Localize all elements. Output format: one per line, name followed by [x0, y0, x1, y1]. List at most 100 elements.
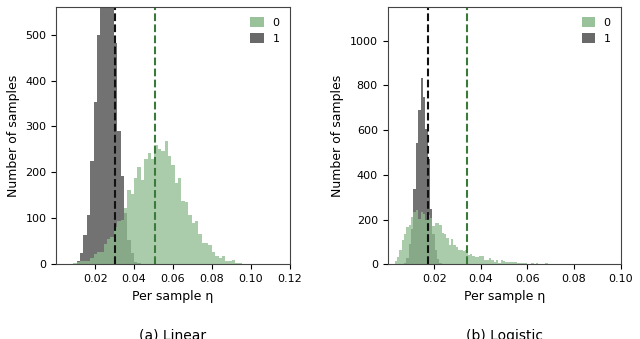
Bar	[202, 243, 205, 264]
Bar	[484, 260, 486, 264]
Bar	[508, 261, 510, 264]
Bar	[195, 221, 198, 264]
Bar	[191, 223, 195, 264]
Bar	[144, 159, 148, 264]
Bar	[80, 261, 83, 264]
Bar	[477, 257, 479, 264]
Bar	[70, 263, 73, 264]
Bar	[83, 235, 87, 264]
Bar	[447, 238, 449, 264]
Bar	[496, 260, 499, 264]
Bar	[418, 111, 420, 264]
Bar	[425, 220, 428, 264]
Bar	[185, 202, 188, 264]
Bar	[114, 43, 117, 264]
Bar	[503, 261, 506, 264]
Bar	[418, 219, 420, 264]
Bar	[164, 141, 168, 264]
Bar	[406, 258, 409, 264]
Bar	[70, 263, 73, 264]
Bar	[404, 263, 406, 264]
Bar	[423, 97, 425, 264]
Bar	[437, 259, 439, 264]
Bar	[420, 212, 423, 264]
Bar	[531, 263, 534, 264]
Bar	[500, 260, 503, 264]
Bar	[134, 262, 138, 264]
Bar	[430, 218, 432, 264]
Bar	[120, 220, 124, 264]
Bar	[148, 153, 151, 264]
Bar	[239, 263, 243, 264]
Bar	[141, 180, 144, 264]
Bar	[87, 215, 90, 264]
Bar	[157, 149, 161, 264]
Bar	[93, 254, 97, 264]
Bar	[107, 0, 111, 264]
Bar	[499, 263, 500, 264]
Bar	[188, 215, 191, 264]
Bar	[472, 256, 475, 264]
Bar	[548, 263, 550, 264]
Bar	[73, 263, 77, 264]
Bar	[87, 261, 90, 264]
Bar	[111, 2, 114, 264]
Bar	[104, 244, 107, 264]
Bar	[517, 263, 520, 264]
Bar	[73, 263, 77, 264]
Legend: 0, 1: 0, 1	[577, 13, 615, 48]
Bar	[212, 252, 215, 264]
Bar	[402, 240, 404, 264]
Bar	[409, 244, 411, 264]
Bar	[437, 223, 439, 264]
Bar	[430, 209, 432, 264]
Bar	[93, 102, 97, 264]
X-axis label: Per sample η: Per sample η	[132, 290, 214, 303]
Bar	[77, 262, 80, 264]
Bar	[491, 260, 493, 264]
Bar	[228, 261, 232, 264]
Bar	[439, 263, 442, 264]
Bar	[117, 131, 120, 264]
Bar	[209, 245, 212, 264]
Bar	[454, 245, 456, 264]
X-axis label: Per sample η: Per sample η	[463, 290, 545, 303]
Bar	[522, 263, 524, 264]
Bar	[423, 214, 425, 264]
Bar	[435, 223, 437, 264]
Bar	[178, 178, 181, 264]
Bar	[161, 151, 164, 264]
Bar	[151, 159, 154, 264]
Bar	[432, 226, 435, 264]
Bar	[124, 213, 127, 264]
Bar	[493, 261, 496, 264]
Bar	[406, 226, 409, 264]
Bar	[515, 262, 517, 264]
Bar	[428, 159, 430, 264]
Y-axis label: Number of samples: Number of samples	[7, 75, 20, 197]
Bar	[536, 263, 538, 264]
Bar	[215, 256, 219, 264]
Bar	[479, 256, 482, 264]
Bar	[411, 217, 413, 264]
Bar	[444, 235, 447, 264]
Bar	[442, 233, 444, 264]
Bar	[168, 156, 172, 264]
Y-axis label: Number of samples: Number of samples	[332, 75, 344, 197]
Bar	[111, 237, 114, 264]
Bar	[435, 250, 437, 264]
Bar	[461, 250, 463, 264]
Bar	[219, 258, 222, 264]
Bar	[416, 143, 418, 264]
Bar	[458, 250, 461, 264]
Bar	[451, 239, 454, 264]
Bar	[475, 257, 477, 264]
Bar	[90, 258, 93, 264]
Bar	[524, 263, 527, 264]
Bar	[120, 176, 124, 264]
Bar	[411, 229, 413, 264]
Bar	[395, 261, 397, 264]
Bar	[520, 263, 522, 264]
Bar	[482, 256, 484, 264]
Bar	[114, 227, 117, 264]
